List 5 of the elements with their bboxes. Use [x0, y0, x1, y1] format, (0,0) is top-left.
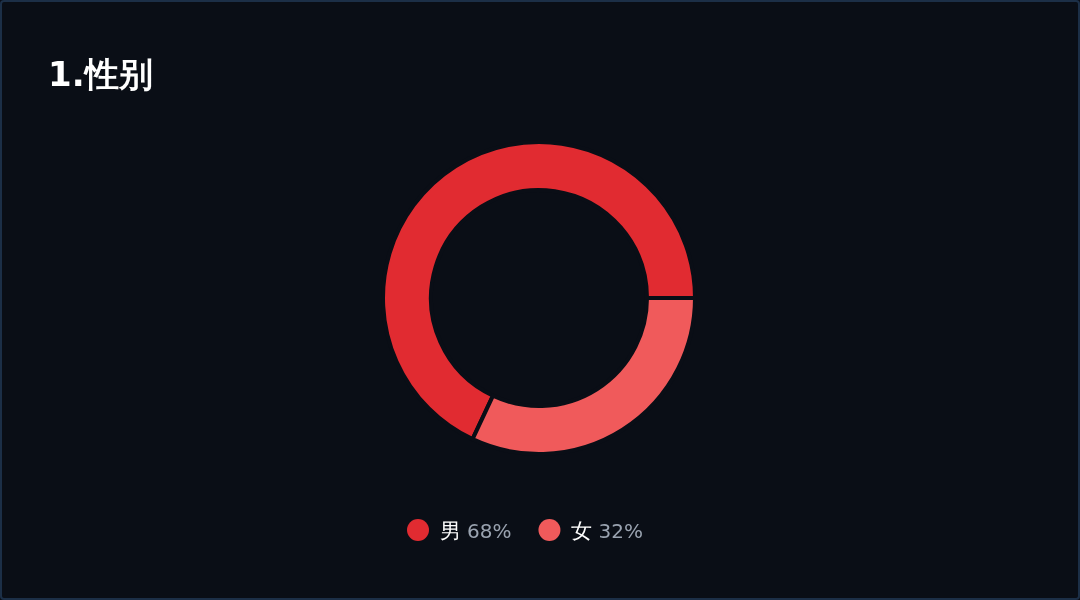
title: 1.性别 [48, 54, 153, 94]
legend-label: 男 [440, 519, 461, 543]
data-label: 32% [598, 519, 643, 543]
legend-label: 女 [571, 519, 593, 543]
data-label: 68% [467, 519, 512, 543]
